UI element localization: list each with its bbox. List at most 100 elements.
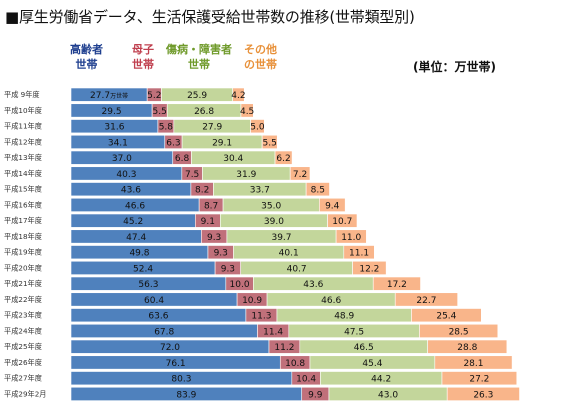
bar-segment	[240, 103, 254, 118]
data-label: 6.2	[276, 154, 290, 164]
bar-segment	[394, 292, 458, 307]
row-label: 平成12年度	[4, 137, 42, 146]
row-label: 平成21年度	[4, 279, 42, 288]
data-label: 37.0	[112, 154, 132, 164]
data-label: 28.8	[457, 343, 477, 353]
row-label: 平成 9年度	[4, 90, 40, 99]
data-label: 7.5	[185, 170, 199, 180]
data-label: 76.1	[166, 359, 186, 369]
legend-other-line1: その他	[244, 43, 277, 56]
data-label: 6.3	[166, 138, 180, 148]
bar-segment	[434, 355, 513, 370]
data-label: 40.7	[287, 264, 307, 274]
data-label: 45.4	[362, 359, 382, 369]
data-label: 31.9	[236, 170, 256, 180]
legend-single-mother-line2: 世帯	[132, 58, 154, 71]
row-label: 平成27年度	[4, 374, 42, 383]
data-label: 12.2	[359, 264, 379, 274]
row-label: 平成13年度	[4, 153, 42, 162]
bar-segment	[335, 229, 367, 244]
data-label: 46.6	[321, 296, 341, 306]
data-label: 39.7	[271, 233, 291, 243]
bar-segment	[250, 119, 265, 134]
data-label: 8.5	[311, 186, 325, 196]
data-label: 72.0	[160, 343, 180, 353]
data-label: 4.2	[231, 91, 245, 101]
data-label: 39.0	[264, 217, 284, 227]
data-label: 9.3	[214, 249, 228, 259]
data-label: 67.8	[154, 327, 174, 337]
data-label: 48.9	[334, 312, 354, 322]
row-label: 平成14年度	[4, 169, 42, 178]
row-label: 平成11年度	[4, 122, 42, 131]
data-label: 11.3	[251, 312, 271, 322]
bar-segment	[446, 386, 520, 401]
bar-segment	[427, 339, 508, 354]
data-label: 27.9	[202, 123, 222, 133]
bar-segment	[232, 87, 245, 102]
row-label: 平成25年度	[4, 342, 42, 351]
data-label: 45.2	[123, 217, 143, 227]
data-label: 10.9	[242, 296, 262, 306]
data-label: 40.1	[279, 249, 299, 259]
data-label: 5.0	[250, 123, 265, 133]
data-label: 29.1	[212, 138, 232, 148]
data-label: 11.2	[274, 343, 294, 353]
legend-disabled: 傷病・障害者 世帯	[166, 42, 232, 72]
data-label: 11.0	[341, 233, 361, 243]
data-label: 60.4	[144, 296, 164, 306]
bar-segment	[411, 308, 482, 323]
data-label: 46.5	[354, 343, 374, 353]
row-label: 平成16年度	[4, 200, 42, 209]
legend-other-line2: の世帯	[244, 58, 277, 71]
data-label: 5.8	[159, 123, 174, 133]
row-label: 平成24年度	[4, 326, 42, 335]
data-label: 33.7	[250, 186, 270, 196]
bar-segment	[419, 323, 499, 338]
data-label: 8.7	[204, 201, 218, 211]
legend-disabled-line2: 世帯	[188, 58, 210, 71]
data-label: 43.6	[303, 280, 323, 290]
data-label: 63.6	[148, 312, 168, 322]
data-label: 83.9	[176, 390, 196, 400]
data-label: 47.5	[344, 327, 364, 337]
legend-elderly-line2: 世帯	[75, 58, 98, 71]
data-label: 43.6	[121, 186, 141, 196]
bar-segment	[327, 213, 358, 228]
data-label: 44.2	[371, 375, 391, 385]
data-label: 28.1	[463, 359, 483, 369]
data-label: 9.3	[221, 264, 235, 274]
bar-segment	[305, 182, 330, 197]
bar-segment	[261, 134, 278, 149]
data-label: 35.0	[261, 201, 281, 211]
data-label: 10.4	[296, 375, 316, 385]
data-label: 25.9	[187, 91, 207, 101]
data-label: 17.2	[387, 280, 407, 290]
row-label: 平成19年度	[4, 248, 42, 257]
data-label: 27.2	[469, 375, 489, 385]
data-label: 29.5	[102, 107, 122, 117]
data-label: 10.0	[230, 280, 250, 290]
unit-label: (単位：万世帯)	[413, 60, 496, 74]
page-title: ■厚生労働省データ、生活保護受給世帯数の推移(世帯類型別)	[5, 8, 415, 26]
data-label: 22.7	[416, 296, 436, 306]
data-label: 5.5	[153, 107, 167, 117]
bar-segment	[343, 245, 375, 260]
data-label: 52.4	[133, 264, 153, 274]
data-label: 46.6	[125, 201, 145, 211]
data-label: 34.1	[108, 138, 128, 148]
data-label: 80.3	[171, 375, 191, 385]
legend-disabled-line1: 傷病・障害者	[166, 43, 232, 56]
data-label: 26.3	[473, 390, 493, 400]
data-label: 10.7	[332, 217, 352, 227]
legend-single-mother-line1: 母子	[132, 43, 154, 56]
row-label: 平成29年2月	[4, 389, 46, 398]
legend-single-mother: 母子 世帯	[132, 42, 154, 72]
row-label: 平成23年度	[4, 311, 42, 320]
data-label: 10.8	[285, 359, 305, 369]
data-label: 7.2	[293, 170, 307, 180]
bar-segment	[372, 276, 421, 291]
row-label: 平成15年度	[4, 185, 42, 194]
data-label: 9.4	[325, 201, 340, 211]
unit-suffix: 万世帯	[110, 92, 128, 100]
